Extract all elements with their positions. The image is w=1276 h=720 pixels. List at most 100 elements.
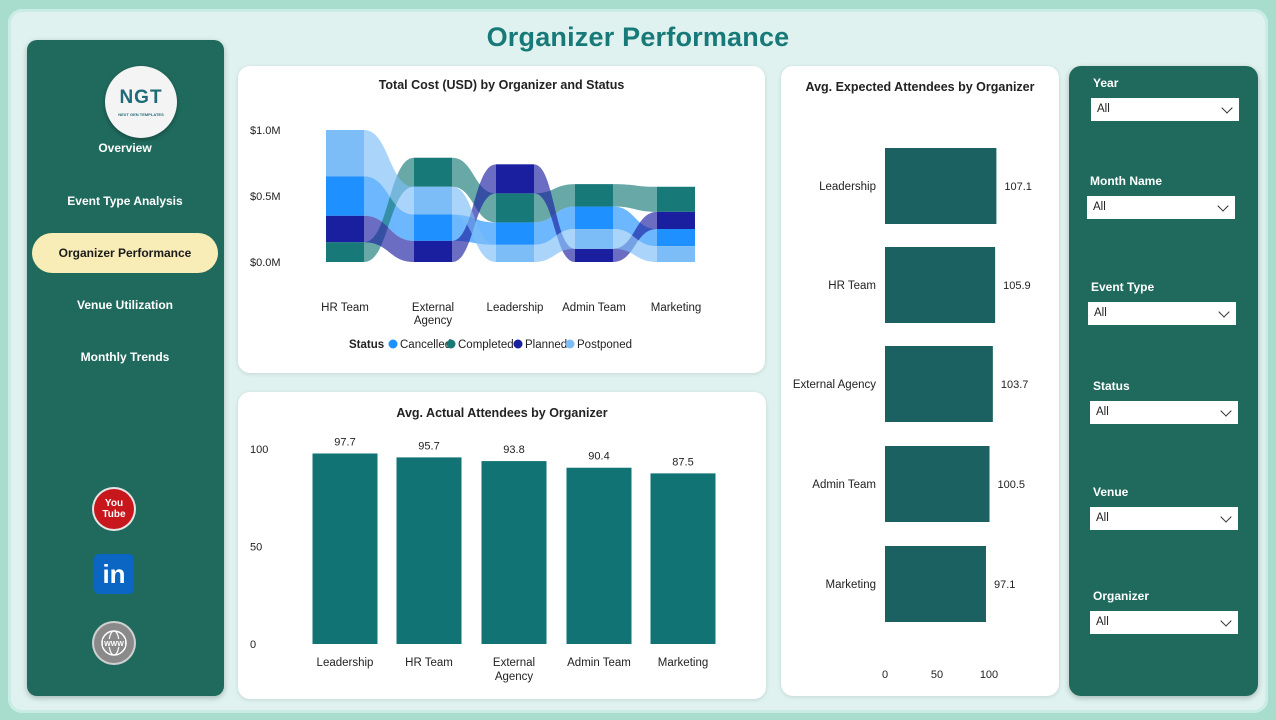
- website-globe-icon[interactable]: WWW: [94, 623, 134, 663]
- logo-text: NGT: [119, 87, 163, 108]
- actual-attendees-card: Avg. Actual Attendees by Organizer 0 50 10…: [238, 392, 766, 699]
- x-tick-label: Marketing: [658, 657, 709, 669]
- filter-organizer-select[interactable]: All: [1090, 611, 1238, 634]
- data-label: 107.1: [1004, 181, 1032, 193]
- total-cost-card: Total Cost (USD) by Organizer and Status…: [238, 66, 765, 373]
- x-tick-label: External: [493, 657, 535, 669]
- cost-segment-marketing-cancelled: [657, 229, 695, 247]
- cost-segment-leadership-planned: [496, 164, 534, 194]
- nav-overview[interactable]: Overview: [98, 141, 152, 155]
- filter-venue-value: All: [1096, 512, 1109, 524]
- chevron-down-icon: [1220, 511, 1232, 523]
- cost-segment-marketing-completed: [657, 186, 695, 212]
- filter-status-value: All: [1096, 406, 1109, 418]
- ribbon-planned: [452, 164, 496, 262]
- bar-marketing: [650, 473, 716, 644]
- y-tick-label: $0.5M: [250, 191, 281, 203]
- x-tick-label: Leadership: [317, 657, 374, 669]
- filter-event-type-label: Event Type: [1091, 280, 1155, 294]
- nav-event-type-analysis[interactable]: Event Type Analysis: [67, 194, 183, 208]
- filter-event-type-select[interactable]: All: [1088, 302, 1236, 325]
- y-tick-label: Leadership: [819, 181, 876, 193]
- filter-event-type-value: All: [1094, 307, 1107, 319]
- filter-year-select[interactable]: All: [1091, 98, 1239, 121]
- ribbon-planned: [364, 215, 414, 262]
- chevron-down-icon: [1221, 102, 1233, 114]
- legend-label-completed: Completed: [458, 339, 514, 351]
- cost-segment-admin-team-completed: [575, 184, 613, 207]
- filter-year-value: All: [1097, 103, 1110, 115]
- bar-leadership: [312, 453, 378, 644]
- nav-organizer-performance[interactable]: Organizer Performance: [32, 233, 218, 273]
- filter-status-label: Status: [1093, 379, 1130, 393]
- ribbon-postponed: [613, 229, 657, 262]
- total-cost-title: Total Cost (USD) by Organizer and Status: [378, 78, 625, 92]
- filter-venue-label: Venue: [1093, 485, 1129, 499]
- cost-segment-admin-team-cancelled: [575, 206, 613, 229]
- bar-admin-team: [885, 446, 990, 522]
- cost-segment-hr-team-planned: [326, 215, 364, 243]
- y-tick-label: HR Team: [828, 280, 876, 292]
- y-tick-label: 50: [250, 542, 262, 554]
- linkedin-icon[interactable]: in: [94, 554, 134, 594]
- page-title: Organizer Performance: [486, 22, 790, 52]
- data-label: 95.7: [418, 440, 439, 452]
- expected-attendees-title: Avg. Expected Attendees by Organizer: [805, 80, 1035, 94]
- cost-segment-marketing-planned: [657, 211, 695, 229]
- x-tick-label: Leadership: [487, 302, 544, 314]
- bar-leadership: [885, 148, 997, 224]
- chevron-down-icon: [1220, 615, 1232, 627]
- x-tick-label: 50: [931, 669, 943, 681]
- x-tick-label: Admin Team: [567, 657, 631, 669]
- x-tick-label: Admin Team: [562, 302, 626, 314]
- y-tick-label: $0.0M: [250, 257, 281, 269]
- ribbon-postponed: [364, 130, 414, 215]
- youtube-icon-text-bottom: Tube: [102, 509, 126, 520]
- ribbon-postponed: [534, 229, 575, 262]
- expected-attendees-chart: 107.1 Leadership 105.9 HR Team 103.7 External…: [793, 148, 1032, 681]
- youtube-icon-text-top: You: [104, 498, 124, 509]
- filter-month-select[interactable]: All: [1087, 196, 1235, 219]
- cost-segment-marketing-postponed: [657, 246, 695, 262]
- x-tick-label: Marketing: [651, 302, 702, 314]
- ribbon-cancelled: [613, 206, 657, 247]
- legend-title: Status: [349, 339, 384, 351]
- x-tick-label: HR Team: [321, 302, 369, 314]
- expected-attendees-card: Avg. Expected Attendees by Organizer 107…: [781, 66, 1059, 696]
- y-tick-label: $1.0M: [250, 125, 281, 137]
- bar-external-agency: [885, 346, 993, 422]
- legend-marker-planned: [513, 339, 523, 349]
- nav-monthly-trends[interactable]: Monthly Trends: [80, 350, 170, 364]
- cost-segment-admin-team-postponed: [575, 229, 613, 249]
- ribbon-completed: [452, 157, 496, 223]
- x-tick-label: Agency: [495, 671, 534, 683]
- globe-icon: WWW: [101, 630, 127, 656]
- data-label: 103.7: [1001, 379, 1029, 391]
- filter-status-select[interactable]: All: [1090, 401, 1238, 424]
- data-label: 100.5: [998, 479, 1026, 491]
- y-tick-label: 100: [250, 444, 268, 456]
- bar-hr-team: [396, 457, 462, 644]
- chevron-down-icon: [1217, 200, 1229, 212]
- legend-marker-completed: [446, 339, 456, 349]
- data-label: 105.9: [1003, 280, 1031, 292]
- chevron-down-icon: [1220, 405, 1232, 417]
- y-tick-label: Marketing: [826, 579, 877, 591]
- youtube-icon[interactable]: You Tube: [94, 489, 134, 529]
- actual-attendees-chart: 0 50 100 97.7 95.7 93.8 90.4 87.5 Leadership HR T…: [250, 436, 716, 683]
- ribbon-completed: [613, 184, 657, 212]
- data-label: 93.8: [503, 444, 524, 456]
- data-label: 97.7: [334, 436, 355, 448]
- chevron-down-icon: [1218, 306, 1230, 318]
- cost-segment-hr-team-cancelled: [326, 176, 364, 216]
- nav-venue-utilization[interactable]: Venue Utilization: [76, 298, 173, 312]
- filter-venue-select[interactable]: All: [1090, 507, 1238, 530]
- x-tick-label: HR Team: [405, 657, 453, 669]
- bar-marketing: [885, 546, 986, 622]
- filter-organizer-value: All: [1096, 616, 1109, 628]
- x-tick-label: 100: [980, 669, 998, 681]
- cost-segment-external-agency-cancelled: [414, 214, 452, 241]
- cost-segment-admin-team-planned: [575, 248, 613, 262]
- ribbon-postponed: [452, 186, 496, 262]
